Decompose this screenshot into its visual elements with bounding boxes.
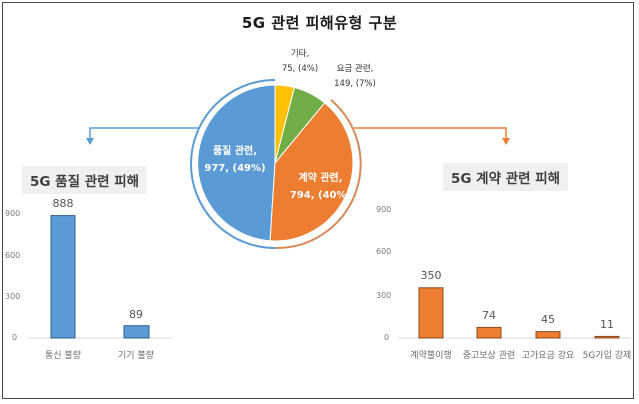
right-category-label: 5G가입 강제 <box>582 351 632 361</box>
bar-device-failure <box>123 325 150 339</box>
left-value-label: 89 <box>129 308 143 321</box>
bar-tradein <box>476 326 502 339</box>
pie-label-fee-value: 149, (7%) <box>334 79 376 89</box>
pie-label-quality: 품질 관련, 977, (49%) <box>200 143 270 177</box>
quality-ring <box>190 79 276 249</box>
pie-label-other-name: 기타, <box>290 49 310 59</box>
bar-forced-5g <box>594 335 620 339</box>
left-category-label: 통신 불량 <box>45 351 81 361</box>
pie-label-other: 기타, 75, (4%) <box>275 47 325 77</box>
pie-label-quality-name: 품질 관련, <box>212 146 258 157</box>
right-y-tick-300: 300 <box>376 291 392 300</box>
pie-label-contract-value: 794, (40%) <box>289 190 352 201</box>
bar-comm-failure <box>50 215 76 339</box>
pie-slice-contract <box>269 102 354 242</box>
arrow-down-icon <box>86 138 94 145</box>
pie-label-quality-value: 977, (49%) <box>204 163 266 174</box>
right-category-label: 중고보상 관련 <box>462 351 516 361</box>
right-value-label: 11 <box>600 318 614 331</box>
right-category-label: 계약불이행 <box>410 351 452 361</box>
left-value-label: 888 <box>52 197 74 210</box>
right-value-label: 350 <box>420 269 442 282</box>
right-y-tick-900: 900 <box>376 205 392 214</box>
quality-connector <box>89 127 200 139</box>
left-chart-title: 5G 품질 관련 피해 <box>22 166 148 194</box>
pie-label-fee-name: 요금 관련, <box>336 64 374 74</box>
right-chart-title: 5G 계약 관련 피해 <box>443 163 569 191</box>
right-value-label: 74 <box>482 309 496 322</box>
left-y-tick-300: 300 <box>5 292 21 301</box>
right-value-label: 45 <box>541 313 555 326</box>
pie-label-contract: 계약 관련, 794, (40%) <box>283 170 358 204</box>
pie-label-fee: 요금 관련, 149, (7%) <box>325 62 385 92</box>
pie-chart <box>197 84 354 242</box>
arrow-down-icon <box>502 138 510 145</box>
left-y-tick-0: 0 <box>12 333 18 342</box>
contract-ring <box>274 99 362 250</box>
left-y-tick-900: 900 <box>5 209 21 218</box>
bar-contract-breach <box>418 287 444 339</box>
right-y-tick-600: 600 <box>376 247 392 256</box>
pie-label-other-value: 75, (4%) <box>281 64 319 74</box>
right-category-label: 고가요금 강요 <box>521 351 575 361</box>
pie-slice-quality <box>197 84 276 242</box>
pie-label-contract-name: 계약 관련, <box>298 173 343 184</box>
figure-title: 5G 관련 피해유형 구분 <box>241 14 398 32</box>
bar-expensive-plan <box>535 331 561 339</box>
left-y-tick-600: 600 <box>5 251 21 260</box>
right-y-tick-0: 0 <box>384 333 390 342</box>
contract-connector <box>354 127 507 139</box>
left-category-label: 기기 불량 <box>118 351 154 361</box>
